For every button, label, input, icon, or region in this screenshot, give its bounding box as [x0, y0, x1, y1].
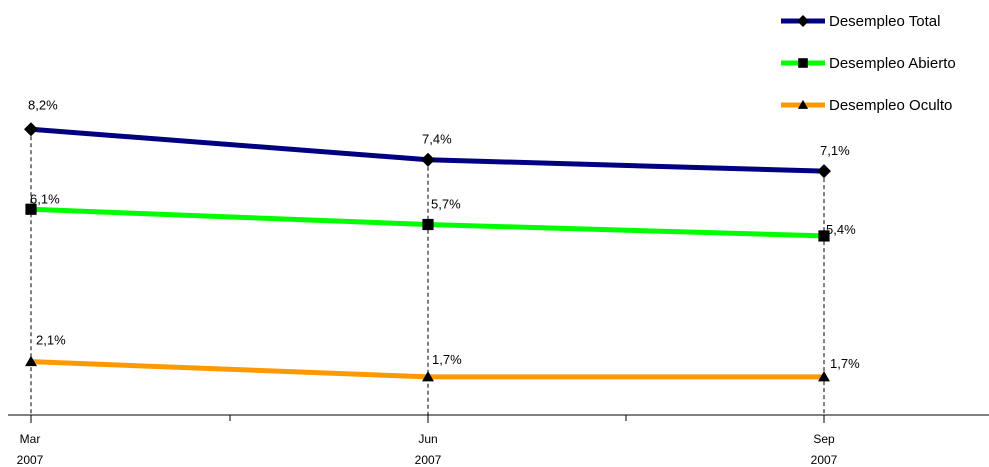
- legend-entry-desempleo-abierto: Desempleo Abierto: [781, 55, 956, 72]
- point-desempleo-abierto-2: [818, 230, 830, 242]
- point-desempleo-abierto-0: [25, 203, 37, 215]
- legend-label-desempleo-oculto: Desempleo Oculto: [829, 97, 952, 114]
- point-desempleo-oculto-0: [25, 355, 37, 367]
- data-label-desempleo-oculto-0: 2,1%: [36, 333, 66, 348]
- plot-area: 8,2% 7,4% 7,1% 6,1% 5,7% 5,4% 2,1% 1,7% 1,7%: [24, 97, 860, 382]
- series-desempleo-total: 8,2% 7,4% 7,1%: [24, 97, 850, 179]
- x-tick-label-month-1: Jun: [418, 432, 437, 446]
- data-label-desempleo-oculto-2: 1,7%: [830, 356, 860, 371]
- x-tick-label-year-0: 2007: [17, 453, 44, 467]
- data-label-desempleo-total-2: 7,1%: [820, 143, 850, 158]
- series-desempleo-abierto: 6,1% 5,7% 5,4%: [25, 191, 856, 242]
- point-desempleo-total-0: [24, 122, 38, 137]
- x-axis: Mar 2007 Jun 2007 Sep 2007: [8, 414, 989, 467]
- legend-entry-desempleo-total: Desempleo Total: [781, 13, 940, 30]
- point-desempleo-oculto-2: [818, 370, 830, 382]
- data-label-desempleo-total-1: 7,4%: [422, 132, 452, 147]
- point-desempleo-total-2: [817, 164, 831, 179]
- data-label-desempleo-abierto-1: 5,7%: [431, 197, 461, 212]
- x-tick-label-year-2: 2007: [811, 453, 838, 467]
- data-label-desempleo-oculto-1: 1,7%: [432, 352, 462, 367]
- point-desempleo-oculto-1: [422, 370, 434, 382]
- point-desempleo-total-1: [421, 152, 435, 167]
- data-label-desempleo-total-0: 8,2%: [28, 97, 58, 112]
- x-tick-label-month-0: Mar: [20, 432, 41, 446]
- x-tick-label-month-2: Sep: [813, 432, 835, 446]
- legend-label-desempleo-total: Desempleo Total: [829, 13, 940, 30]
- legend-entry-desempleo-oculto: Desempleo Oculto: [781, 97, 952, 114]
- series-desempleo-oculto: 2,1% 1,7% 1,7%: [25, 333, 860, 382]
- data-label-desempleo-abierto-0: 6,1%: [30, 191, 60, 206]
- legend-marker-desempleo-abierto: [798, 58, 808, 68]
- x-tick-label-year-1: 2007: [415, 453, 442, 467]
- legend: Desempleo Total Desempleo Abierto Desemple…: [781, 13, 956, 114]
- legend-label-desempleo-abierto: Desempleo Abierto: [829, 55, 956, 72]
- point-desempleo-abierto-1: [422, 218, 434, 231]
- data-label-desempleo-abierto-2: 5,4%: [826, 222, 856, 237]
- legend-marker-desempleo-oculto: [797, 99, 809, 109]
- legend-marker-desempleo-total: [797, 15, 809, 27]
